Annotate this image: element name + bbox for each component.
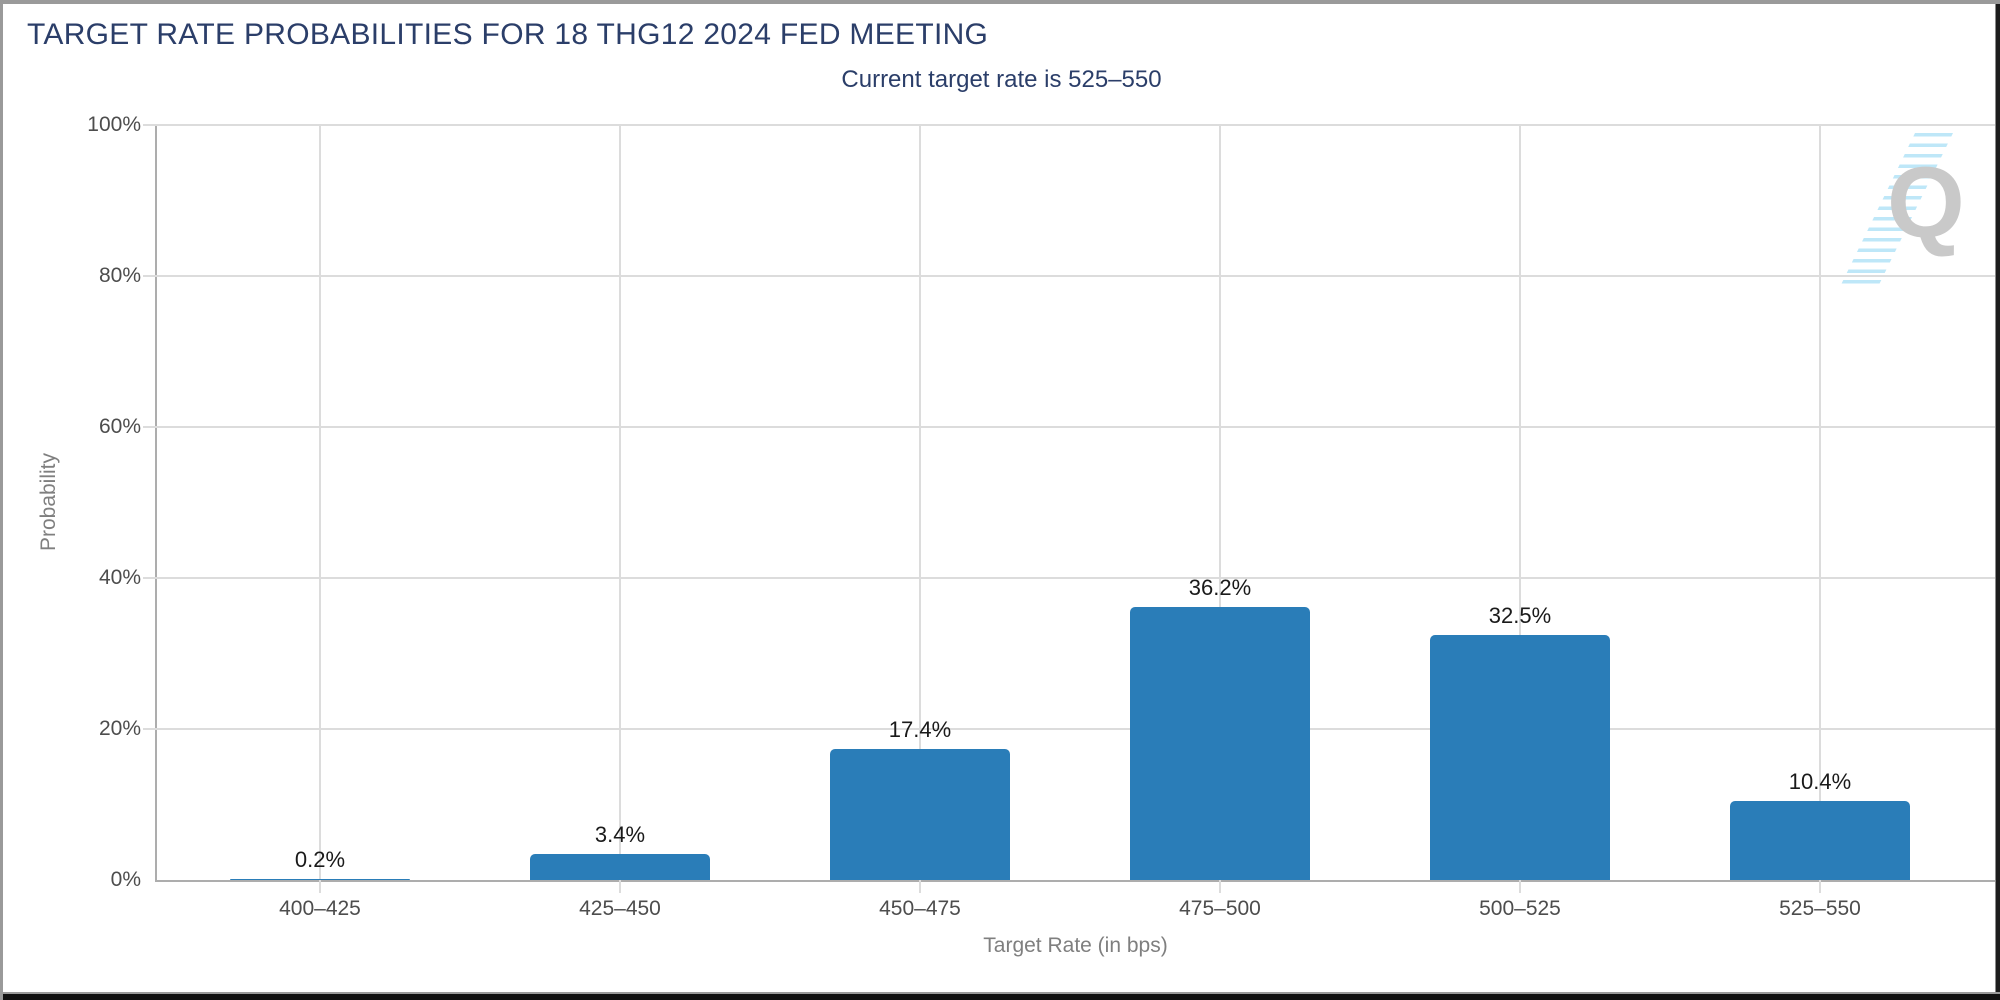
grid-line-v (619, 125, 621, 893)
grid-line-h (143, 728, 1998, 730)
grid-line-h (143, 124, 1998, 126)
bar-value-label: 32.5% (1488, 602, 1552, 628)
plot-area: Q 0.2% 3.4% 17.4% 36.2% 32.5% 10.4% (143, 124, 2000, 893)
y-tick-label: 100% (87, 113, 141, 136)
x-axis-title: Target Rate (in bps) (983, 934, 1168, 957)
grid-line-v (919, 125, 921, 893)
grid-line-h (143, 275, 1998, 277)
y-tick-label: 60% (98, 415, 141, 438)
grid-line-h (143, 577, 1998, 579)
y-tick-label: 0% (110, 868, 141, 891)
y-tick-label: 40% (98, 566, 141, 589)
x-tick-label: 475–500 (1179, 897, 1261, 920)
bar[interactable] (1430, 634, 1610, 880)
bar[interactable] (830, 748, 1010, 880)
x-tick-label: 525–550 (1779, 897, 1861, 920)
bar[interactable] (1730, 801, 1910, 880)
page-title: TARGET RATE PROBABILITIES FOR 18 THG12 2… (27, 18, 989, 51)
grid-line-v (1519, 125, 1521, 893)
grid-line-v (1819, 125, 1821, 893)
bar-value-label: 10.4% (1788, 769, 1852, 795)
chart-subtitle: Current target rate is 525–550 (841, 66, 1162, 93)
bar-value-label: 36.2% (1188, 574, 1252, 600)
bar-value-label: 17.4% (888, 716, 952, 742)
y-tick-label: 20% (98, 717, 141, 740)
x-tick-label: 425–450 (579, 897, 661, 920)
grid-line-v (319, 125, 321, 893)
bar-value-label: 0.2% (294, 846, 346, 872)
grid-line-h (143, 426, 1998, 428)
bar-value-label: 3.4% (594, 822, 646, 848)
bar[interactable] (530, 854, 710, 880)
x-tick-label: 450–475 (879, 897, 961, 920)
bar[interactable] (230, 878, 410, 880)
x-tick-label: 400–425 (279, 897, 361, 920)
y-axis-title: Probability (37, 452, 60, 552)
y-tick-label: 80% (98, 264, 141, 287)
grid-line-v (1219, 125, 1221, 893)
x-tick-label: 500–525 (1479, 897, 1561, 920)
bar[interactable] (1130, 606, 1310, 880)
watermark-q-logo: Q (1887, 147, 1965, 259)
